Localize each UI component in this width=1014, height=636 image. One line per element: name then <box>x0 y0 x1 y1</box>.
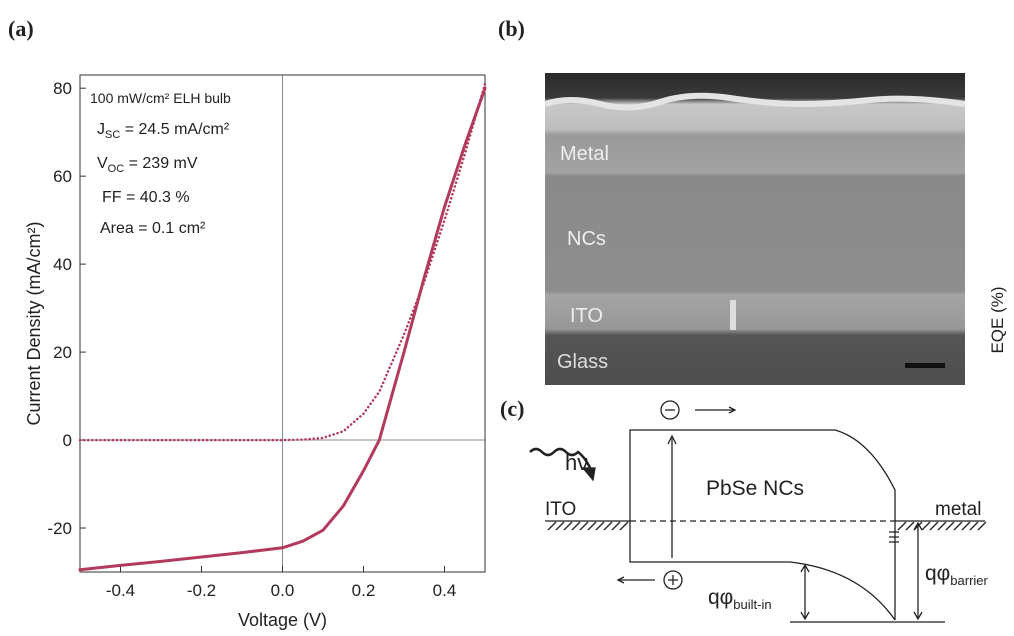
y-tick-label: 0 <box>63 431 72 450</box>
light-label: hν <box>565 450 588 475</box>
annotation-part: V <box>97 155 108 172</box>
energy-label: qφbarrier <box>925 562 989 588</box>
x-tick-label: 0.0 <box>271 581 295 600</box>
layer-label: Metal <box>560 143 609 165</box>
x-tick-label: 0.2 <box>352 581 376 600</box>
x-axis-label: Voltage (V) <box>238 610 327 630</box>
layer-label: NCs <box>567 228 606 250</box>
sem-image <box>545 73 965 385</box>
annotation: FF = 40.3 % <box>102 189 190 206</box>
energy-label: qφbuilt-in <box>708 586 772 612</box>
annotation: JSC = 24.5 mA/cm² <box>97 121 230 141</box>
panel-label: (c) <box>500 396 524 421</box>
side-label: EQE (%) <box>988 286 1007 353</box>
jv-chart: -0.4 -0.2 0.0 0.2 0.4 -20 0 20 40 60 80 Voltage (V)… <box>24 75 485 630</box>
x-tick-label: 0.4 <box>433 581 457 600</box>
y-tick-label: 40 <box>53 255 72 274</box>
annotation: Area = 0.1 cm² <box>100 220 206 237</box>
band-diagram <box>530 401 986 622</box>
x-tick-label: -0.4 <box>106 581 135 600</box>
y-tick-label: 80 <box>53 79 72 98</box>
page: (a) (b) (c) Metal NCs ITO Glass EQE (%) <box>0 0 1014 636</box>
annotation-part: = 239 mV <box>124 155 198 172</box>
annotation-part: OC <box>108 163 125 175</box>
sem-texture <box>730 300 736 330</box>
scale-bar <box>905 363 945 368</box>
annotation: VOC = 239 mV <box>97 155 198 175</box>
y-tick-label: 60 <box>53 167 72 186</box>
y-axis-label: Current Density (mA/cm²) <box>24 221 44 425</box>
annotation-part: SC <box>105 129 120 141</box>
annotation-part: J <box>97 121 105 138</box>
layer-label: Glass <box>557 351 608 373</box>
panel-label: (b) <box>498 16 525 41</box>
y-tick-label: -20 <box>47 519 72 538</box>
annotation-part: = 24.5 mA/cm² <box>120 121 230 138</box>
region-label: PbSe NCs <box>706 477 804 500</box>
contact-label: ITO <box>545 499 576 520</box>
layer-label: ITO <box>570 305 603 327</box>
annotation: 100 mW/cm² ELH bulb <box>90 90 231 106</box>
panel-label: (a) <box>8 16 34 41</box>
x-tick-label: -0.2 <box>187 581 216 600</box>
figure: (a) (b) (c) Metal NCs ITO Glass EQE (%) <box>0 0 1014 636</box>
contact-label: metal <box>935 499 981 520</box>
y-tick-label: 20 <box>53 343 72 362</box>
